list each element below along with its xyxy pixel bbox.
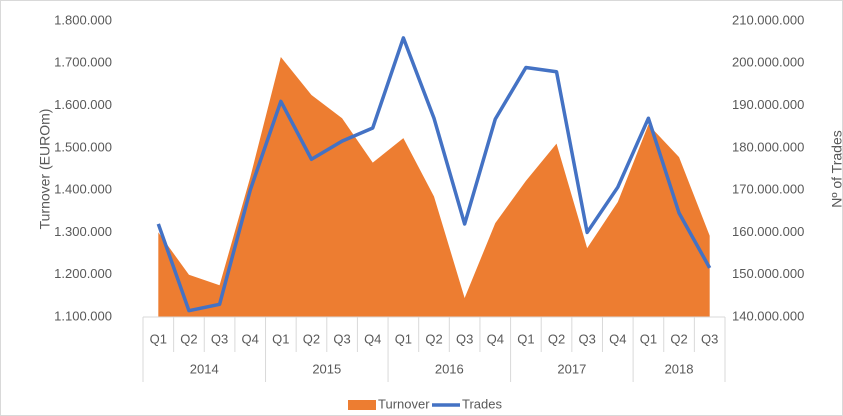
y-axis-title: Turnover (EUROm) — [37, 109, 53, 230]
x-tick-label: Q3 — [333, 331, 350, 346]
x-tick-label: Q4 — [487, 331, 504, 346]
x-group-label: 2014 — [190, 361, 219, 376]
y2-tick-label: 160.000.000 — [732, 224, 804, 239]
y2-tick-label: 150.000.000 — [732, 266, 804, 281]
line — [156, 36, 712, 313]
x-tick-label: Q3 — [456, 331, 473, 346]
x-tick-label: Q1 — [272, 331, 289, 346]
x-tick-label: Q4 — [364, 331, 381, 346]
y2-tick-label: 170.000.000 — [732, 182, 804, 197]
legend-swatch — [348, 400, 376, 410]
y2-axis-title: Nº of Trades — [829, 130, 843, 207]
x-tick-label: Q2 — [180, 331, 197, 346]
x-tick-label: Q2 — [303, 331, 320, 346]
y2-tick-label: 190.000.000 — [732, 97, 804, 112]
y-tick-label: 1.400.000 — [54, 182, 112, 197]
y2-tick-label: 210.000.000 — [732, 12, 804, 27]
area — [158, 56, 710, 317]
y-tick-label: 1.100.000 — [54, 308, 112, 323]
y2-tick-label: 180.000.000 — [732, 139, 804, 154]
x-tick-label: Q1 — [517, 331, 534, 346]
y-tick-label: 1.600.000 — [54, 97, 112, 112]
x-tick-label: Q3 — [578, 331, 595, 346]
legend-label: Turnover — [378, 396, 430, 411]
x-tick-label: Q1 — [395, 331, 412, 346]
y-tick-label: 1.200.000 — [54, 266, 112, 281]
y2-tick-label: 200.000.000 — [732, 55, 804, 70]
x-tick-label: Q2 — [548, 331, 565, 346]
y-tick-label: 1.800.000 — [54, 12, 112, 27]
y-tick-label: 1.700.000 — [54, 55, 112, 70]
x-tick-label: Q1 — [150, 331, 167, 346]
x-tick-label: Q4 — [242, 331, 259, 346]
x-tick-label: Q4 — [609, 331, 626, 346]
y-tick-label: 1.300.000 — [54, 224, 112, 239]
legend-label: Trades — [462, 396, 502, 411]
x-tick-label: Q3 — [701, 331, 718, 346]
x-tick-label: Q3 — [211, 331, 228, 346]
y-tick-label: 1.500.000 — [54, 139, 112, 154]
x-group-label: 2018 — [665, 361, 694, 376]
x-group-label: 2016 — [435, 361, 464, 376]
x-group-label: 2015 — [312, 361, 341, 376]
x-tick-label: Q2 — [670, 331, 687, 346]
y2-tick-label: 140.000.000 — [732, 308, 804, 323]
x-group-label: 2017 — [557, 361, 586, 376]
x-tick-label: Q1 — [640, 331, 657, 346]
x-tick-label: Q2 — [425, 331, 442, 346]
